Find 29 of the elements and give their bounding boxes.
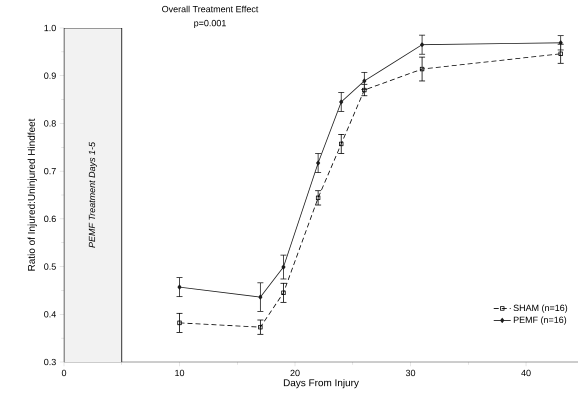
legend-label: PEMF (n=16) — [514, 316, 566, 325]
text: Overall Treatment Effect — [162, 6, 258, 12]
point — [339, 99, 344, 105]
x-tick-label: 30 — [406, 370, 416, 376]
annotation: p=0.001 — [194, 20, 226, 28]
x-tick-label: 10 — [175, 370, 184, 376]
y-tick-label: 0.8 — [44, 120, 56, 127]
point — [362, 88, 367, 92]
point — [316, 160, 320, 166]
x-tick-label: 20 — [290, 370, 300, 376]
y-axis-title: Ratio of Injured:Uninjured Hindfeet — [28, 118, 37, 271]
y-tick-label: 0.6 — [44, 216, 56, 222]
point — [558, 40, 563, 46]
point — [258, 294, 262, 300]
x-axis-title: Days From Injury — [284, 378, 359, 388]
legend-label: SHAM (n=16) — [514, 304, 568, 313]
point — [281, 264, 286, 270]
y-tick-label: 0.7 — [44, 168, 56, 174]
point — [420, 42, 424, 48]
point — [177, 284, 182, 290]
y-tick-label: 0.3 — [44, 358, 56, 366]
x-tick-label: 40 — [521, 370, 531, 376]
y-tick-label: 0.5 — [44, 263, 56, 270]
y-tick-label: 0.9 — [44, 72, 56, 79]
band-label: PEMF Treatment Days 1-5 — [88, 142, 97, 248]
y-tick-label: 1.0 — [44, 24, 56, 32]
y-tick-label: 0.4 — [44, 311, 56, 318]
point — [362, 78, 366, 84]
x-tick-label: 0 — [62, 370, 66, 376]
